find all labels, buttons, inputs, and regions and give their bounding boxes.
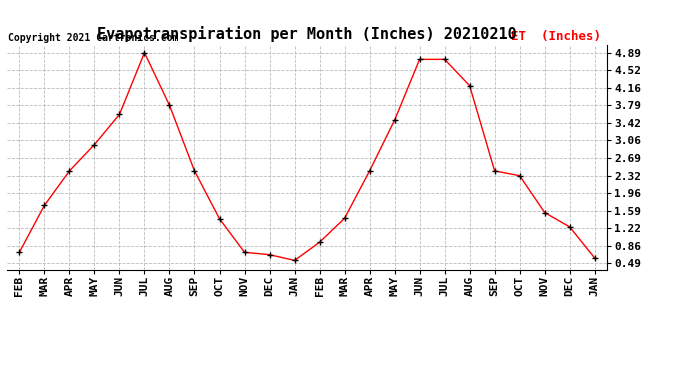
Title: Evapotranspiration per Month (Inches) 20210210: Evapotranspiration per Month (Inches) 20… [97, 27, 517, 42]
Text: ET  (Inches): ET (Inches) [511, 30, 601, 43]
Text: Copyright 2021 Cartronics.com: Copyright 2021 Cartronics.com [8, 33, 179, 43]
